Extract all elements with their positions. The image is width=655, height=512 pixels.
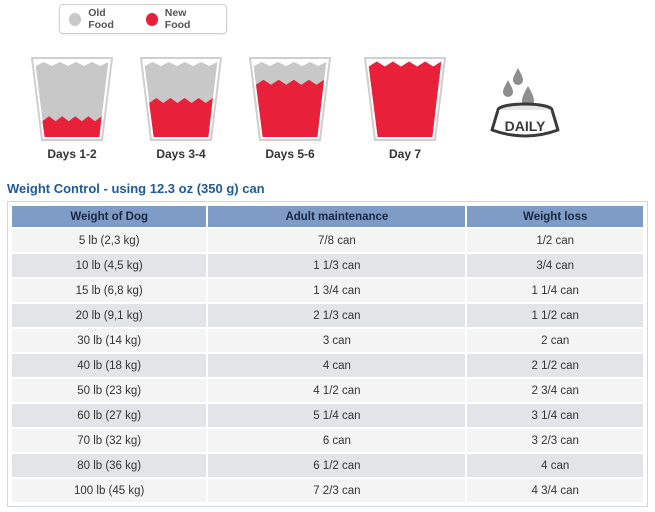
table-cell: 40 lb (18 kg) [12,354,207,377]
table-cell: 6 1/2 can [208,454,466,477]
stage-label: Days 1-2 [47,147,97,161]
table-cell: 50 lb (23 kg) [12,379,207,402]
legend-new-label: New Food [164,7,191,31]
table-cell: 30 lb (14 kg) [12,329,207,352]
table-row: 70 lb (32 kg) 6 can 3 2/3 can [12,429,643,452]
table-row: 100 lb (45 kg) 7 2/3 can 4 3/4 can [12,479,643,502]
table-row: 20 lb (9,1 kg) 2 1/3 can 1 1/2 can [12,304,643,327]
table-cell: 3 1/4 can [467,404,643,427]
column-header: Weight loss [467,206,643,227]
table-cell: 5 1/4 can [208,404,466,427]
column-header: Adult maintenance [208,206,466,227]
table-cell: 100 lb (45 kg) [12,479,207,502]
old-food-swatch [69,12,82,26]
table-cell: 2 can [467,329,643,352]
table-cell: 60 lb (27 kg) [12,404,207,427]
transition-cup-icon [139,57,223,141]
table-cell: 3 can [208,329,466,352]
transition-cup-icon [30,57,114,141]
table-cell: 4 1/2 can [208,379,466,402]
table-cell: 4 can [208,354,466,377]
legend-old-label: Old Food [88,7,114,31]
table-row: 30 lb (14 kg) 3 can 2 can [12,329,643,352]
table-row: 5 lb (2,3 kg) 7/8 can 1/2 can [12,229,643,252]
new-food-fill [42,116,102,137]
feeding-table: Weight of Dog Adult maintenance Weight l… [7,201,648,507]
table-cell: 4 3/4 can [467,479,643,502]
legend-item-new-food: New Food [145,7,212,31]
table-cell: 80 lb (36 kg) [12,454,207,477]
table-cell: 3 2/3 can [467,429,643,452]
table-row: 60 lb (27 kg) 5 1/4 can 3 1/4 can [12,404,643,427]
stage-label: Day 7 [388,147,422,161]
stage-days-3-4: Days 3-4 [139,52,223,161]
new-food-fill [256,79,324,137]
new-food-fill [149,98,213,137]
transition-cup-icon [248,57,332,141]
table-cell: 15 lb (6,8 kg) [12,279,207,302]
column-header: Weight of Dog [12,206,207,227]
dog-bowl-water-icon: DAILY [490,68,560,138]
table-cell: 1 1/4 can [467,279,643,302]
new-food-swatch [145,12,158,26]
table-cell: 4 can [467,454,643,477]
table-cell: 2 1/2 can [467,354,643,377]
table-row: 10 lb (4,5 kg) 1 1/3 can 3/4 can [12,254,643,277]
table-row: 15 lb (6,8 kg) 1 3/4 can 1 1/4 can [12,279,643,302]
table-header-row: Weight of Dog Adult maintenance Weight l… [12,206,643,227]
stage-days-1-2: Days 1-2 [30,52,114,161]
table-cell: 5 lb (2,3 kg) [12,229,207,252]
stage-label: Days 5-6 [265,147,315,161]
table-cell: 2 1/3 can [208,304,466,327]
table-cell: 1 1/2 can [467,304,643,327]
stage-day-7: Day 7 [363,52,447,161]
table-row: 40 lb (18 kg) 4 can 2 1/2 can [12,354,643,377]
legend-item-old-food: Old Food [69,7,132,31]
table-cell: 20 lb (9,1 kg) [12,304,207,327]
new-food-fill [368,61,442,137]
table-row: 50 lb (23 kg) 4 1/2 can 2 3/4 can [12,379,643,402]
stage-days-5-6: Days 5-6 [248,52,332,161]
table-cell: 1 3/4 can [208,279,466,302]
transition-cup-icon [363,57,447,141]
table-cell: 3/4 can [467,254,643,277]
table-cell: 2 3/4 can [467,379,643,402]
table-cell: 1 1/3 can [208,254,466,277]
table-cell: 1/2 can [467,229,643,252]
table-row: 80 lb (36 kg) 6 1/2 can 4 can [12,454,643,477]
daily-text: DAILY [505,118,546,134]
section-title: Weight Control - using 12.3 oz (350 g) c… [7,181,265,196]
table-cell: 7/8 can [208,229,466,252]
table-cell: 7 2/3 can [208,479,466,502]
table-cell: 70 lb (32 kg) [12,429,207,452]
stage-label: Days 3-4 [156,147,206,161]
table-cell: 6 can [208,429,466,452]
table-cell: 10 lb (4,5 kg) [12,254,207,277]
legend: Old Food New Food [59,4,227,34]
